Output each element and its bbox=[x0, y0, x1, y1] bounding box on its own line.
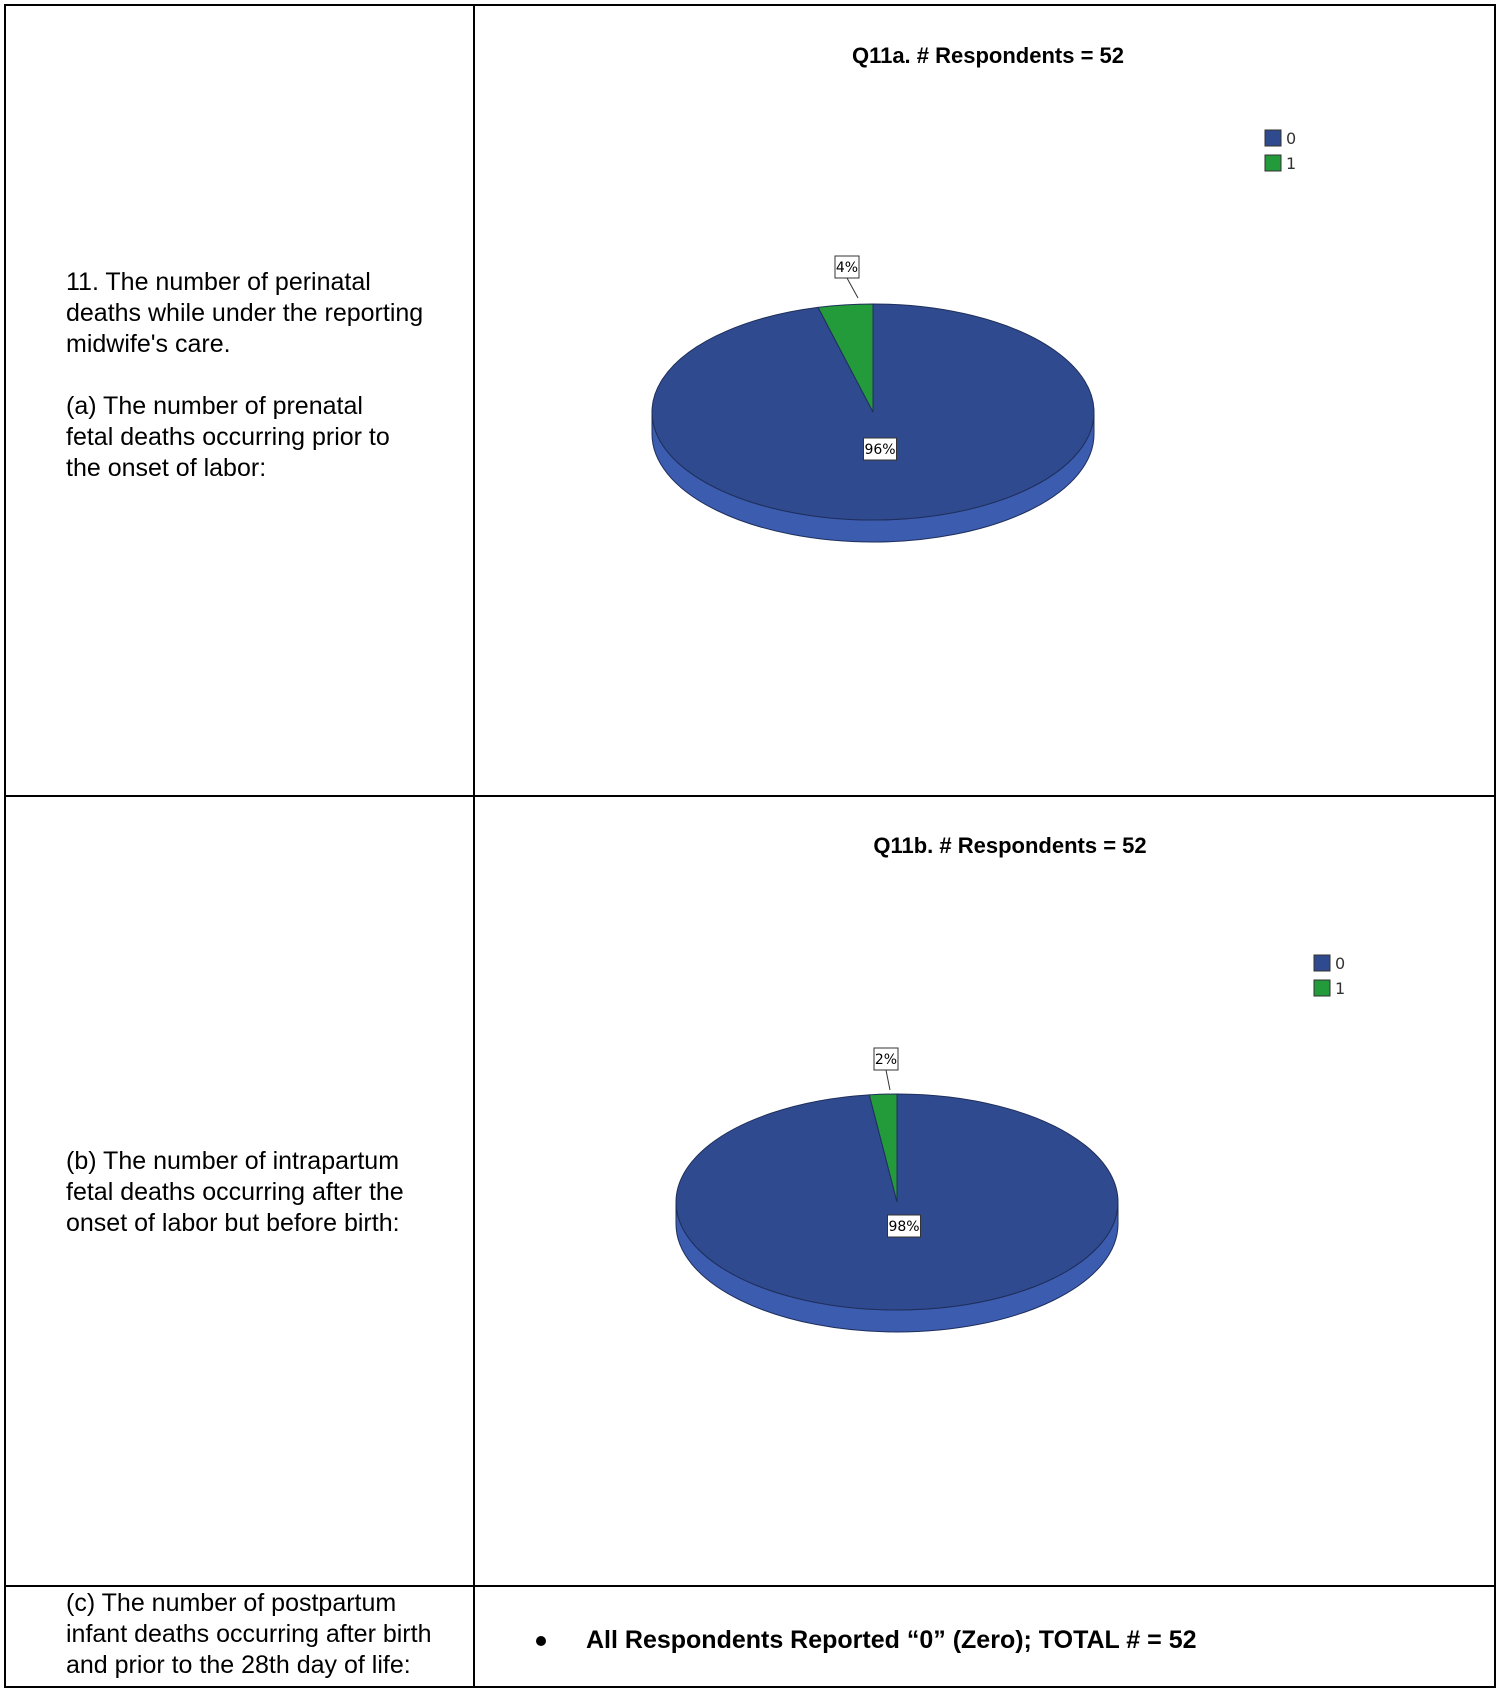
row-divider-1 bbox=[4, 795, 1496, 797]
chart-title: Q11b. # Respondents = 52 bbox=[873, 833, 1146, 858]
data-label-1: 4% bbox=[836, 260, 858, 276]
column-divider bbox=[473, 4, 475, 1688]
text-line: midwife's care. bbox=[66, 330, 231, 358]
text-line: fetal deaths occurring prior to bbox=[66, 423, 390, 451]
pie-slice-1 bbox=[868, 1093, 898, 1203]
text-line: onset of labor but before birth: bbox=[66, 1209, 400, 1237]
row-divider-2 bbox=[4, 1585, 1496, 1587]
table-border-top bbox=[4, 4, 1496, 6]
data-label-0-box bbox=[887, 1214, 921, 1238]
text-line: (b) The number of intrapartum bbox=[66, 1147, 400, 1175]
bullet-icon bbox=[536, 1635, 546, 1646]
legend-label: 1 bbox=[1335, 979, 1345, 998]
data-label-1-box bbox=[834, 255, 860, 279]
answer-text: All Respondents Reported “0” (Zero); TOT… bbox=[586, 1626, 1197, 1654]
legend-swatch bbox=[1313, 979, 1331, 997]
legend-label: 0 bbox=[1335, 954, 1345, 973]
question-11c-text: (c) The number of postpartum infant deat… bbox=[66, 1588, 476, 1681]
legend-swatch bbox=[1313, 954, 1331, 972]
answer-11c: All Respondents Reported “0” (Zero); TOT… bbox=[536, 1626, 1197, 1655]
table-border-left bbox=[4, 4, 6, 1688]
text-line: infant deaths occurring after birth bbox=[66, 1620, 432, 1648]
label-connector bbox=[885, 1069, 891, 1091]
data-label-0: 98% bbox=[888, 1219, 919, 1235]
pie-slice-1 bbox=[817, 303, 874, 413]
text-line: deaths while under the reporting bbox=[66, 299, 424, 327]
chart-title: Q11a. # Respondents = 52 bbox=[852, 43, 1124, 68]
legend-label: 1 bbox=[1286, 154, 1296, 173]
legend-label: 0 bbox=[1286, 129, 1296, 148]
text-line: and prior to the 28th day of life: bbox=[66, 1651, 411, 1679]
table-border-bottom bbox=[4, 1686, 1496, 1688]
legend-swatch bbox=[1264, 129, 1282, 147]
data-label-0: 96% bbox=[864, 442, 895, 458]
question-11b-text: (b) The number of intrapartum fetal deat… bbox=[66, 1146, 476, 1239]
text-line: (a) The number of prenatal bbox=[66, 392, 363, 420]
text-line: fetal deaths occurring after the bbox=[66, 1178, 404, 1206]
data-label-1-box bbox=[873, 1047, 899, 1071]
question-11a-text: 11. The number of perinatal deaths while… bbox=[66, 267, 476, 484]
table-border-right bbox=[1494, 4, 1496, 1688]
text-line: 11. The number of perinatal bbox=[66, 268, 371, 296]
legend-swatch bbox=[1264, 154, 1282, 172]
data-label-0-box bbox=[863, 437, 897, 461]
label-connector bbox=[846, 277, 859, 299]
text-line: the onset of labor: bbox=[66, 454, 267, 482]
data-label-1: 2% bbox=[875, 1052, 897, 1068]
text-line: (c) The number of postpartum bbox=[66, 1589, 397, 1617]
